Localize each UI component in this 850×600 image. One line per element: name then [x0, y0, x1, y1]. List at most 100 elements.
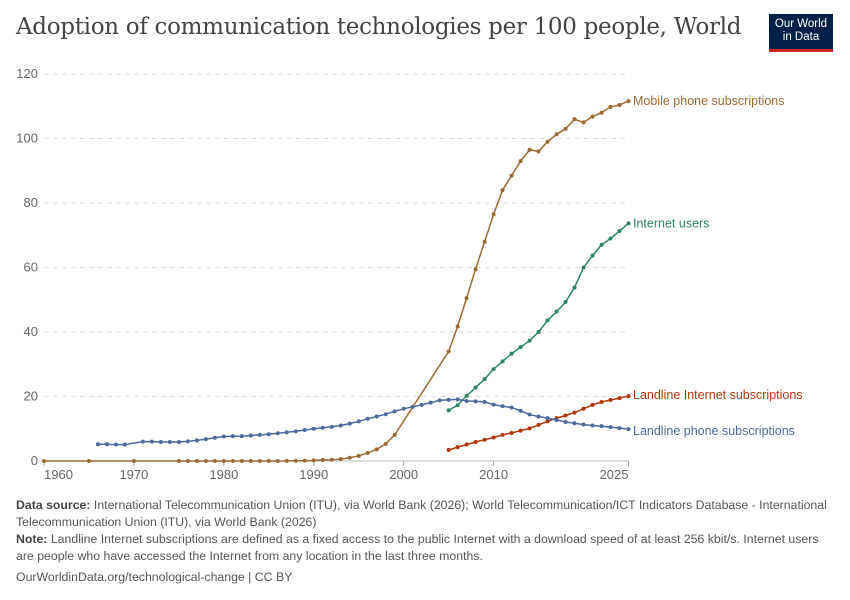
data-point: [221, 459, 226, 463]
y-tick-label: 80: [24, 195, 38, 210]
data-point: [428, 400, 433, 405]
x-tick-label: 1980: [209, 467, 238, 482]
data-point: [581, 120, 586, 125]
data-point: [536, 149, 541, 154]
data-point: [617, 229, 622, 234]
data-point: [482, 239, 487, 244]
data-point: [302, 428, 307, 433]
y-tick-label: 60: [24, 260, 38, 275]
data-point: [401, 406, 406, 411]
data-point: [527, 147, 532, 152]
data-point: [446, 448, 451, 453]
data-point: [338, 457, 343, 462]
data-point: [509, 430, 514, 435]
data-point: [563, 300, 568, 305]
data-point: [392, 432, 397, 437]
data-point: [230, 434, 235, 439]
data-point: [518, 159, 523, 164]
data-point: [185, 459, 190, 463]
data-point: [626, 221, 631, 226]
data-point: [131, 459, 136, 463]
data-point: [275, 458, 280, 463]
data-point: [392, 409, 397, 414]
data-point: [527, 412, 532, 417]
credit[interactable]: OurWorldinData.org/technological-change …: [16, 570, 293, 584]
series-label: Landline Internet subscriptions: [633, 388, 803, 402]
owid-logo[interactable]: Our World in Data: [769, 14, 833, 52]
data-point: [554, 132, 559, 137]
data-point: [509, 173, 514, 178]
data-point: [311, 426, 316, 431]
data-point: [230, 459, 235, 463]
data-point: [95, 442, 100, 447]
chart-title: Adoption of communication technologies p…: [16, 14, 742, 40]
data-point: [383, 441, 388, 446]
data-point: [365, 450, 370, 455]
data-point: [626, 394, 631, 399]
x-tick-label: 2010: [479, 467, 508, 482]
data-point: [617, 396, 622, 401]
data-point: [518, 428, 523, 433]
data-point: [455, 397, 460, 402]
data-point: [383, 412, 388, 417]
data-point: [293, 458, 298, 463]
data-point: [221, 434, 226, 439]
data-point: [608, 398, 613, 403]
y-tick-label: 20: [24, 389, 38, 404]
y-tick-label: 100: [16, 131, 38, 146]
x-tick-label: 1970: [119, 467, 148, 482]
data-point: [356, 453, 361, 458]
data-point: [491, 435, 496, 440]
data-point: [473, 267, 478, 272]
x-tick-label: 1990: [299, 467, 328, 482]
data-point: [248, 433, 253, 438]
data-point: [464, 399, 469, 404]
data-point: [194, 459, 199, 463]
x-tick-label: 1960: [44, 467, 73, 482]
logo-line1: Our World: [774, 18, 828, 30]
data-point: [446, 397, 451, 402]
data-point: [500, 432, 505, 437]
data-source: Data source: International Telecommunica…: [16, 497, 836, 531]
data-point: [572, 421, 577, 426]
data-point: [212, 459, 217, 463]
source-text: International Telecommunication Union (I…: [16, 498, 827, 529]
data-point: [374, 414, 379, 419]
data-point: [311, 458, 316, 463]
data-point: [419, 402, 424, 407]
data-point: [545, 416, 550, 421]
series-line: [448, 222, 629, 412]
data-point: [356, 419, 361, 424]
data-point: [437, 398, 442, 403]
x-tick-label: 2000: [389, 467, 418, 482]
note-text: Landline Internet subscriptions are defi…: [16, 532, 819, 563]
data-point: [203, 459, 208, 463]
data-point: [455, 403, 460, 408]
data-point: [239, 434, 244, 439]
logo-line2: in Data: [782, 31, 820, 43]
data-point: [266, 459, 271, 463]
data-point: [509, 351, 514, 356]
data-point: [329, 424, 334, 429]
data-point: [293, 429, 298, 434]
data-point: [545, 139, 550, 144]
data-point: [239, 459, 244, 463]
data-point: [455, 324, 460, 329]
data-point: [590, 402, 595, 407]
data-point: [203, 437, 208, 442]
data-point: [545, 318, 550, 323]
data-point: [482, 377, 487, 382]
data-point: [176, 459, 181, 463]
data-point: [626, 99, 631, 104]
data-point: [599, 110, 604, 115]
data-point: [608, 236, 613, 241]
data-point: [590, 253, 595, 258]
data-point: [347, 421, 352, 426]
data-point: [527, 338, 532, 343]
data-point: [374, 447, 379, 452]
data-point: [590, 114, 595, 119]
x-tick-label: 2025: [600, 467, 629, 482]
data-point: [86, 459, 91, 463]
data-point: [473, 385, 478, 390]
